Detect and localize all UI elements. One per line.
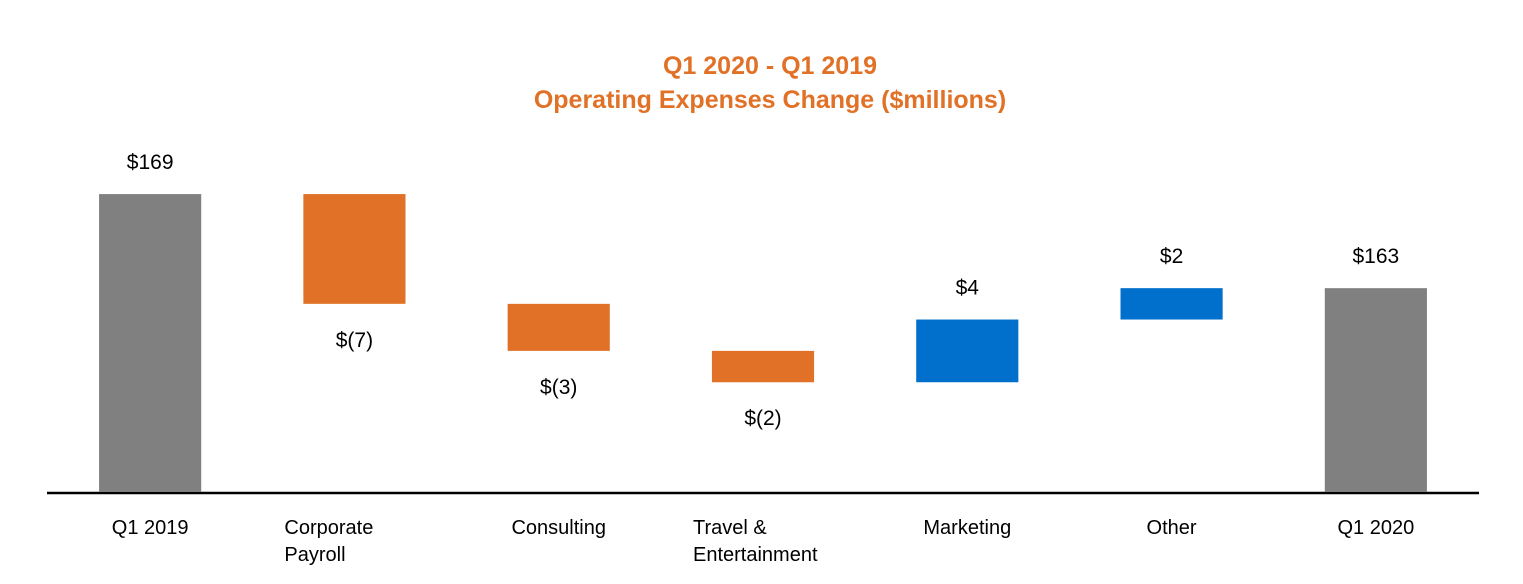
data-label: $169 bbox=[127, 151, 174, 174]
bar bbox=[711, 350, 815, 383]
x-tick-label: Travel & Entertainment bbox=[693, 517, 818, 566]
data-label: $(7) bbox=[336, 329, 373, 352]
x-tick-label: Q1 2020 bbox=[1337, 517, 1415, 539]
bar bbox=[1324, 288, 1427, 492]
data-label: $(3) bbox=[540, 376, 577, 399]
bar bbox=[99, 194, 202, 492]
data-label: $163 bbox=[1352, 245, 1399, 268]
x-tick-label: Other bbox=[1146, 517, 1197, 539]
x-tick-label: Corporate Payroll bbox=[284, 517, 374, 566]
x-tick-label: Consulting bbox=[511, 517, 606, 539]
data-label: $4 bbox=[956, 277, 980, 300]
x-tick-label: Marketing bbox=[923, 517, 1012, 539]
chart-title: Q1 2020 - Q1 2019 bbox=[663, 52, 877, 80]
data-label: $(2) bbox=[744, 407, 781, 430]
x-tick-label: Q1 2019 bbox=[111, 517, 189, 539]
chart-title: Operating Expenses Change ($millions) bbox=[534, 86, 1006, 114]
bar bbox=[303, 194, 406, 304]
data-label: $2 bbox=[1160, 245, 1183, 268]
bar bbox=[507, 303, 610, 351]
bar bbox=[1120, 288, 1223, 320]
bar bbox=[916, 319, 1019, 383]
